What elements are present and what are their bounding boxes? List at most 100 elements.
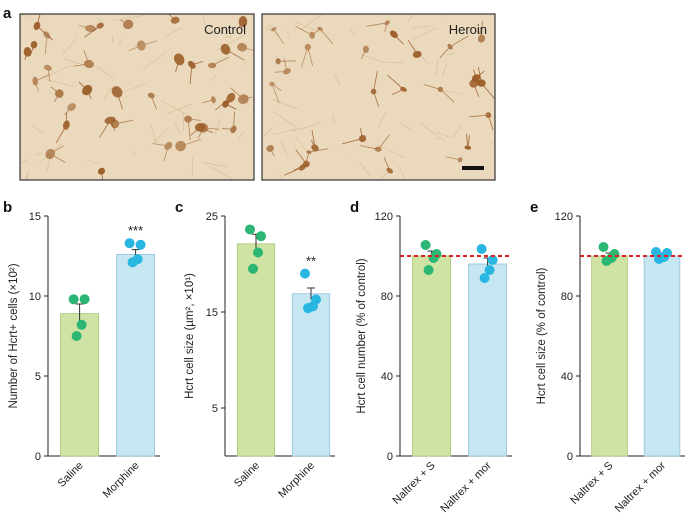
micrograph-control: Control (19, 13, 255, 181)
data-point (71, 331, 82, 341)
chart-e: e 0 40 80 120 Hcrt cell size (% of control) Na… (530, 199, 685, 515)
data-point (127, 257, 138, 268)
stained-cell (32, 73, 50, 92)
bar-naltrex-s (412, 255, 452, 457)
stained-cell (370, 70, 380, 108)
data-point (601, 256, 612, 266)
stained-cell (310, 129, 319, 152)
panel-label-b: b (3, 199, 12, 216)
stained-cell (423, 84, 455, 103)
data-point (248, 263, 258, 274)
stained-cell (407, 40, 422, 58)
data-point (303, 303, 313, 314)
data-point (135, 239, 146, 250)
stained-cell (99, 116, 116, 138)
stained-cell (222, 111, 237, 134)
stained-cell (275, 58, 297, 65)
y-tick-label: 5 (35, 371, 41, 383)
stained-cell (317, 26, 333, 44)
micrograph-background (20, 14, 254, 180)
x-tick-label: Saline (56, 460, 86, 490)
data-point (420, 240, 431, 250)
significance-label: *** (128, 223, 143, 238)
stained-cell (274, 58, 291, 75)
stained-cell (230, 87, 253, 104)
stained-cell (128, 40, 157, 52)
stained-cell (190, 122, 214, 136)
stained-cell (464, 133, 472, 150)
x-tick-label: Naltrex + mor (438, 459, 494, 515)
stained-cell (220, 43, 245, 61)
bar-saline (236, 243, 276, 457)
micrograph-label-heroin: Heroin (449, 22, 487, 37)
y-tick-label: 80 (561, 291, 573, 303)
data-point (487, 255, 498, 265)
y-axis-title: Hcrt cell number (% of control) (356, 258, 368, 413)
y-tick-label: 40 (381, 371, 393, 383)
micrograph-label-control: Control (204, 22, 246, 37)
stained-cell (78, 81, 93, 100)
data-point (76, 319, 87, 330)
y-tick-label: 120 (375, 211, 393, 223)
stained-cell (293, 149, 310, 171)
bar-naltrex-mor (643, 255, 681, 457)
stained-cell (208, 56, 230, 69)
data-point (68, 294, 79, 305)
stained-cell (111, 86, 123, 110)
stained-cell (469, 79, 480, 98)
stained-cell (173, 53, 185, 73)
x-tick-label: Naltrex + S (391, 460, 438, 507)
stained-cell (201, 96, 216, 104)
y-tick-label: 10 (29, 291, 41, 303)
stained-cell (78, 24, 96, 32)
y-tick-label: 40 (561, 371, 573, 383)
data-point (423, 265, 434, 275)
x-tick-label: Naltrex + mor (613, 459, 669, 515)
stained-cell (445, 156, 463, 163)
stained-cell (222, 100, 237, 110)
y-tick-label: 0 (387, 451, 393, 463)
stained-cell (366, 20, 390, 32)
micrograph-background (262, 14, 495, 180)
stained-cell (45, 145, 66, 163)
stained-cell (469, 112, 494, 131)
stained-cell (50, 86, 64, 103)
stained-cell (342, 128, 367, 145)
stained-cell (383, 157, 394, 174)
y-axis-title: Hcrt cell size (µm², ×10¹) (184, 273, 196, 399)
panel-label-a: a (3, 5, 12, 22)
stained-cell (184, 115, 201, 141)
data-point (256, 231, 266, 242)
x-tick-label: Naltrex + S (568, 460, 615, 507)
stained-cell (43, 31, 51, 54)
x-tick-label: Morphine (101, 460, 142, 501)
stained-cell (55, 112, 70, 144)
y-tick-label: 15 (206, 307, 218, 319)
stained-cell (477, 67, 495, 100)
significance-label: ** (306, 254, 316, 269)
panel-label-e: e (530, 199, 538, 216)
bar-naltrex-s (591, 255, 628, 457)
y-tick-label: 0 (567, 451, 573, 463)
bar-morphine (116, 253, 156, 457)
data-point (124, 238, 135, 249)
stained-cell (64, 103, 76, 115)
bar-naltrex-mor (468, 263, 508, 457)
y-tick-label: 120 (555, 211, 573, 223)
stained-cell (236, 16, 248, 31)
bar-charts: b 0 5 10 15 Number of Hcrt+ cells (×10²) Salin… (3, 199, 685, 515)
panel-label-c: c (175, 199, 183, 216)
y-tick-label: 25 (206, 211, 218, 223)
bar-morphine (291, 293, 331, 457)
y-axis-title: Hcrt cell size (% of control) (536, 267, 548, 404)
y-axis-title: Number of Hcrt+ cells (×10²) (8, 263, 20, 408)
stained-cell (387, 74, 407, 95)
stained-cell (271, 27, 285, 45)
stained-cell (188, 60, 204, 84)
stained-cell (360, 45, 369, 60)
data-point (300, 268, 310, 279)
data-point (484, 265, 495, 275)
stained-cell (147, 92, 157, 110)
y-tick-label: 80 (381, 291, 393, 303)
